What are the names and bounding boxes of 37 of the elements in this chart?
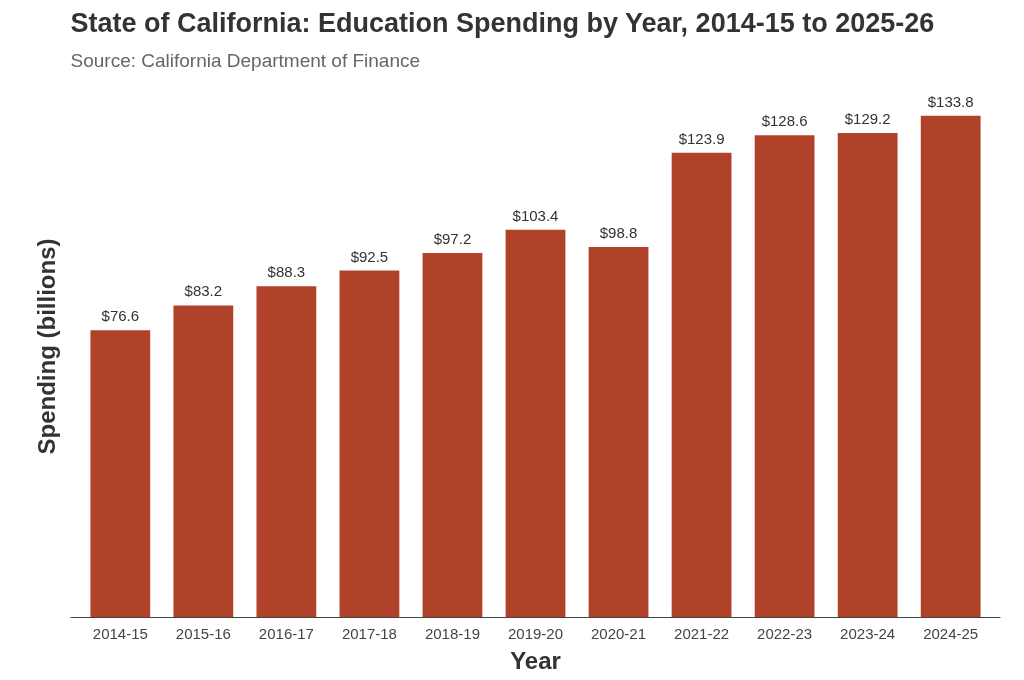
x-tick-label: 2020-21 [591, 624, 647, 642]
x-tick-label: 2014-15 [92, 624, 148, 642]
data-label: $83.2 [184, 282, 223, 300]
bar [754, 135, 815, 618]
x-tick-label: 2023-24 [840, 624, 896, 642]
x-tick-label: 2024-25 [923, 624, 979, 642]
data-label: $129.2 [844, 109, 891, 127]
x-tick-label: 2015-16 [175, 624, 231, 642]
bar [837, 132, 898, 618]
data-label: $98.8 [599, 223, 638, 241]
bar [173, 305, 234, 618]
x-tick-label: 2018-19 [424, 624, 480, 642]
bar [256, 286, 317, 618]
x-axis-title: Year [510, 646, 561, 674]
data-label: $92.5 [350, 247, 389, 265]
data-label: $103.4 [512, 206, 559, 224]
data-label: $123.9 [678, 129, 725, 147]
data-label: $76.6 [101, 307, 140, 325]
x-tick-label: 2022-23 [757, 624, 813, 642]
bar [505, 229, 566, 618]
source-note: Source: California Department of Finance [70, 49, 421, 71]
chart-title: State of California: Education Spending by Year, 2014-15 to 2025-26 [70, 7, 935, 38]
data-label: $128.6 [761, 112, 808, 130]
bar [422, 252, 483, 618]
bar [671, 152, 732, 618]
bar [90, 330, 151, 618]
x-tick-label: 2019-20 [507, 624, 564, 642]
bar [920, 115, 981, 618]
x-tick-label: 2016-17 [258, 624, 314, 642]
data-label: $88.3 [267, 263, 306, 281]
y-axis-title: Spending (billions) [32, 238, 60, 455]
x-tick-label: 2021-22 [674, 624, 730, 642]
bar [588, 246, 649, 618]
x-tick-label: 2017-18 [341, 624, 397, 642]
data-label: $133.8 [927, 92, 974, 110]
bar [339, 270, 400, 618]
data-label: $97.2 [433, 229, 472, 247]
